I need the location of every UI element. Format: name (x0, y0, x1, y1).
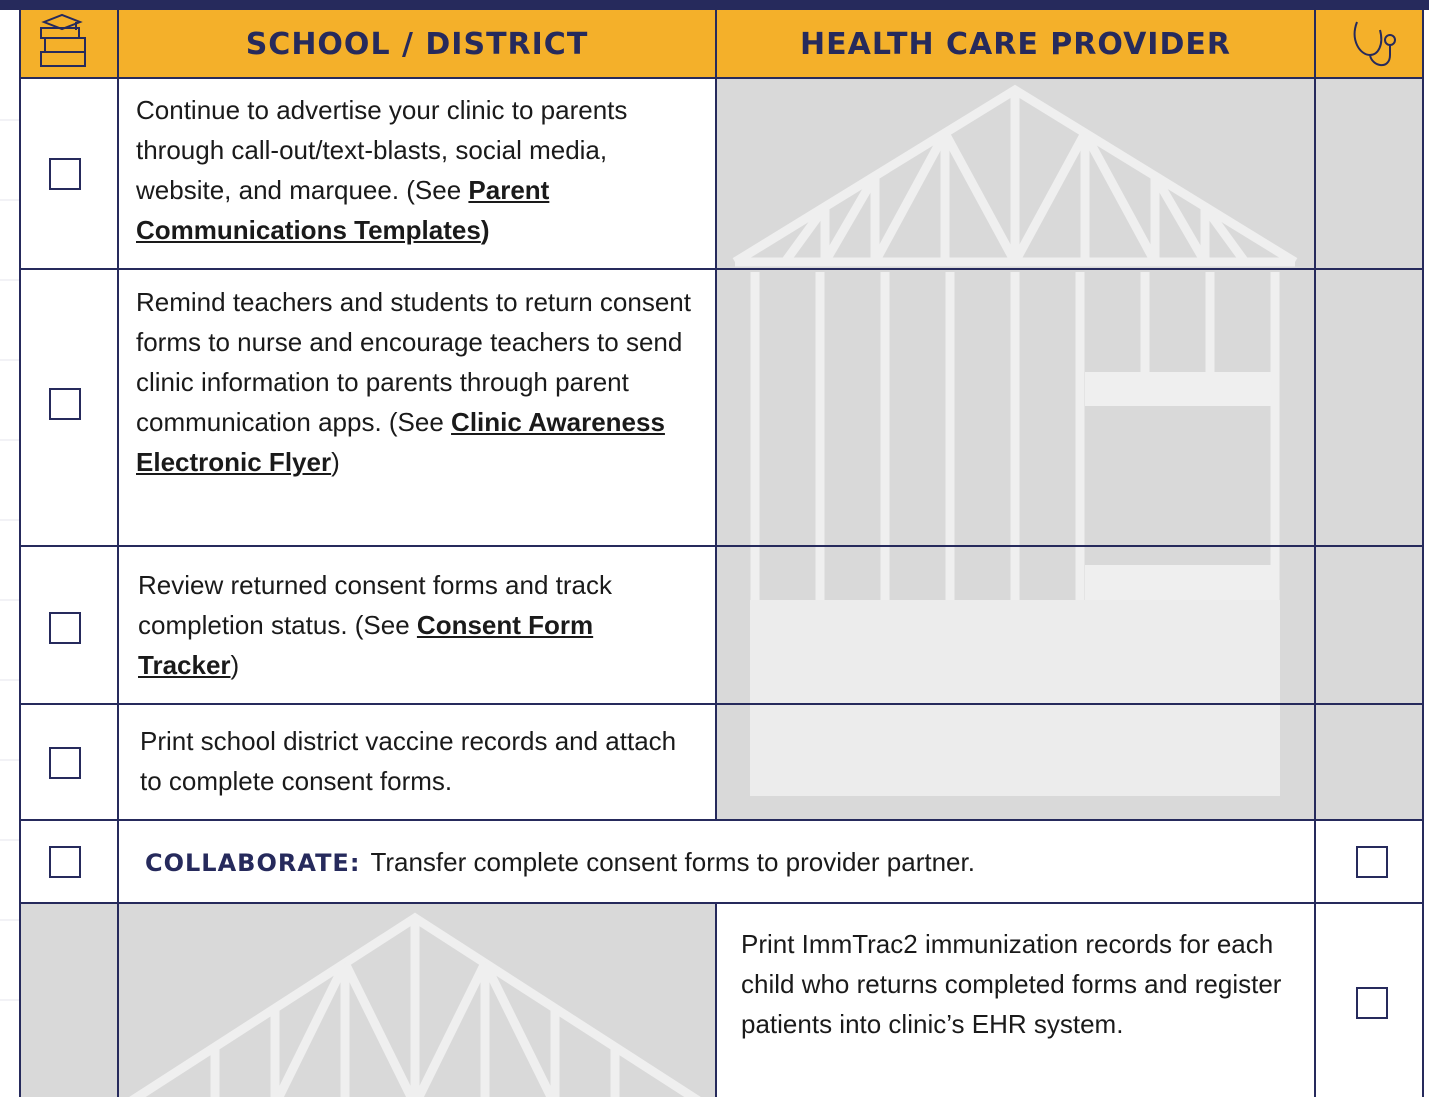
house-frame (750, 600, 1280, 796)
top-bar (0, 0, 1429, 10)
house-frame (1085, 565, 1273, 600)
task-text: Remind teachers and students to return c… (136, 282, 706, 482)
house-frame (129, 912, 701, 1097)
text: Print school district vaccine records an… (140, 726, 677, 796)
task-text: Continue to advertise your clinic to par… (136, 90, 706, 250)
task-text: Review returned consent forms and track … (138, 565, 698, 685)
text: ) (480, 215, 490, 245)
text: ) (230, 650, 240, 680)
header-bg (20, 10, 1423, 78)
stethoscope-icon (1353, 21, 1396, 67)
text: Print ImmTrac2 immunization records for … (741, 929, 1282, 1039)
paper-lines (0, 119, 20, 1001)
link[interactable]: Consent Form Tracker (138, 610, 594, 680)
task-text: Print ImmTrac2 immunization records for … (741, 924, 1301, 1044)
label: COLLABORATE: (145, 849, 361, 877)
checkbox[interactable] (1356, 987, 1388, 1019)
checkbox[interactable] (49, 158, 81, 190)
text: Continue to advertise your clinic to par… (136, 95, 628, 205)
collaborate-text: COLLABORATE: Transfer complete consent fo… (145, 842, 1305, 883)
checkbox[interactable] (49, 747, 81, 779)
text: Remind teachers and students to return c… (136, 287, 691, 437)
house-frame (732, 84, 1298, 600)
checkbox[interactable] (49, 612, 81, 644)
text: Transfer complete consent forms to provi… (370, 847, 975, 877)
text: Review returned consent forms and track … (138, 570, 612, 640)
text: ) (331, 447, 340, 477)
task-text: Print school district vaccine records an… (140, 721, 700, 801)
checkbox[interactable] (1356, 846, 1388, 878)
link[interactable]: Clinic Awareness Electronic Flyer (136, 407, 665, 477)
books-icon (40, 13, 86, 67)
checkbox[interactable] (49, 846, 81, 878)
gray-cell (1315, 78, 1423, 820)
checkbox[interactable] (49, 388, 81, 420)
header-title: SCHOOL / DISTRICT (245, 26, 589, 62)
house-frame (1085, 372, 1273, 406)
table-grid (19, 10, 1424, 1097)
link[interactable]: Parent Communications Templates (136, 175, 550, 245)
header-title: HEALTH CARE PROVIDER (800, 26, 1231, 62)
